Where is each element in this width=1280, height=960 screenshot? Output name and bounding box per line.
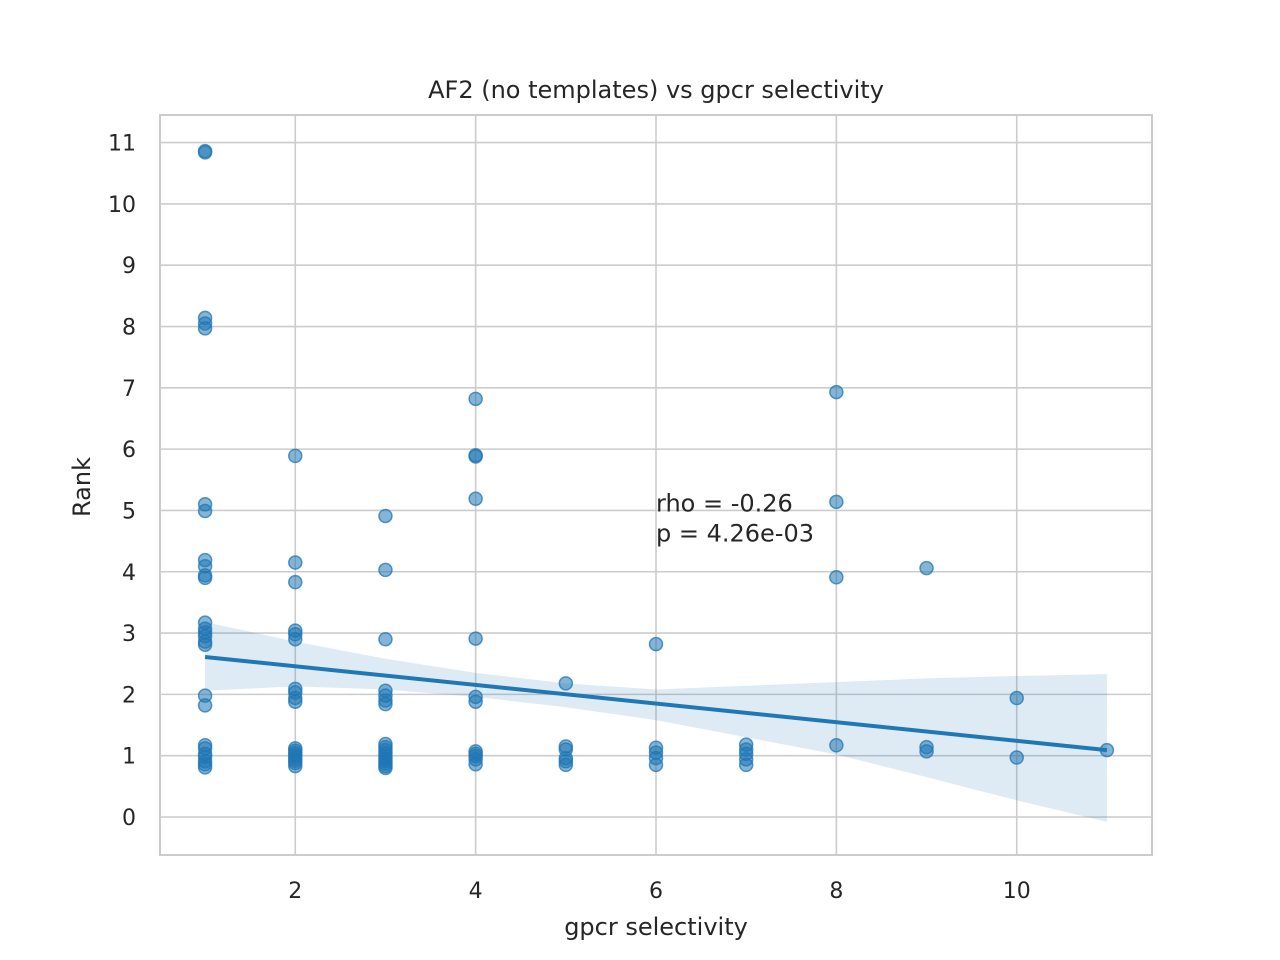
- y-tick-label: 1: [122, 745, 136, 770]
- data-point: [288, 448, 303, 464]
- y-tick-label: 5: [122, 499, 136, 524]
- x-tick-labels: 2 4 6 8 10: [288, 879, 1030, 904]
- data-point: [558, 676, 574, 691]
- regression-line: [204, 654, 1108, 753]
- data-point: [288, 574, 303, 590]
- x-tick-label: 10: [1003, 879, 1031, 904]
- rho-annotation: rho = -0.26: [656, 490, 793, 518]
- y-tick-label: 3: [122, 622, 136, 647]
- data-point: [829, 384, 844, 400]
- data-point: [378, 631, 393, 647]
- y-tick-label: 11: [108, 132, 136, 157]
- data-point: [197, 637, 213, 652]
- data-point: [1009, 690, 1024, 706]
- x-tick-label: 4: [469, 879, 483, 904]
- data-point: [197, 698, 213, 713]
- chart-title: AF2 (no templates) vs gpcr selectivity: [428, 76, 884, 104]
- plot-frame: [159, 114, 1153, 856]
- x-tick-label: 8: [829, 879, 843, 904]
- y-tick-label: 4: [122, 561, 136, 586]
- data-point: [648, 636, 664, 652]
- data-point: [468, 757, 483, 772]
- data-point: [468, 631, 483, 646]
- data-point: [919, 560, 934, 576]
- data-point: [738, 757, 754, 773]
- regression-line-path: [204, 654, 1108, 753]
- data-point: [558, 757, 574, 773]
- y-tick-label: 6: [122, 438, 136, 463]
- data-point: [197, 503, 213, 519]
- data-point: [468, 491, 483, 507]
- data-point: [919, 744, 934, 759]
- y-tick-labels: 0 1 2 3 4 5 6 7 8 9 10 11: [108, 132, 136, 831]
- data-point: [829, 570, 844, 585]
- y-tick-label: 7: [122, 377, 136, 402]
- data-point: [197, 570, 213, 586]
- data-point: [288, 694, 303, 709]
- x-tick-label: 2: [288, 879, 302, 904]
- data-point: [468, 694, 483, 709]
- y-tick-label: 8: [122, 316, 136, 341]
- data-point: [378, 760, 393, 776]
- y-tick-label: 0: [122, 806, 136, 831]
- p-value-annotation: p = 4.26e-03: [656, 520, 814, 548]
- data-point: [288, 631, 303, 647]
- data-point: [378, 696, 393, 712]
- data-point: [197, 760, 213, 775]
- data-point: [197, 145, 213, 160]
- y-tick-label: 9: [122, 254, 136, 279]
- x-axis-label: gpcr selectivity: [564, 913, 748, 941]
- data-point: [288, 758, 303, 774]
- data-point: [1009, 750, 1024, 765]
- data-point: [648, 757, 664, 773]
- y-tick-label: 10: [108, 193, 136, 218]
- data-point: [829, 738, 844, 753]
- y-axis-label: Rank: [68, 457, 96, 517]
- data-point: [378, 562, 393, 578]
- data-point: [378, 508, 393, 524]
- data-point: [197, 321, 213, 336]
- data-point: [829, 494, 844, 510]
- data-point: [468, 449, 483, 464]
- confidence-band-area: [205, 622, 1107, 822]
- gridlines: [160, 115, 1152, 855]
- data-point: [288, 555, 303, 570]
- confidence-band: [205, 622, 1107, 822]
- x-tick-label: 6: [649, 879, 663, 904]
- scatter-points: [197, 143, 1115, 776]
- data-point: [468, 391, 483, 407]
- y-tick-label: 2: [122, 683, 136, 708]
